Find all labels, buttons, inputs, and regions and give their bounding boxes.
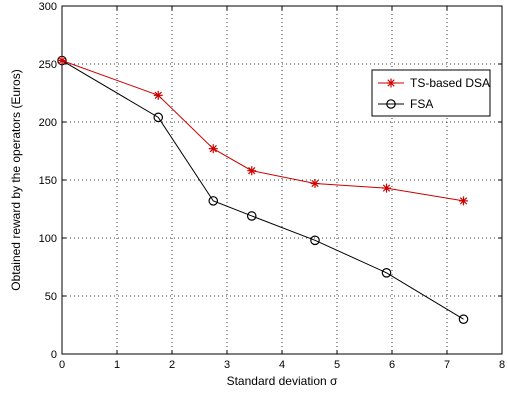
series-ts-based-dsa	[57, 56, 468, 206]
x-tick-label: 0	[59, 359, 65, 371]
x-tick-label: 7	[444, 359, 450, 371]
y-tick-label: 100	[39, 233, 57, 245]
legend: TS-based DSA FSA	[371, 69, 491, 117]
y-tick-label: 0	[51, 349, 57, 361]
data-point-star	[386, 78, 396, 88]
x-tick-label: 6	[389, 359, 395, 371]
data-point-circle	[381, 267, 392, 278]
data-point-circle	[310, 235, 320, 246]
y-tick-label: 300	[39, 1, 57, 13]
legend-label: TS-based DSA	[410, 76, 490, 90]
y-tick-label: 250	[39, 59, 57, 71]
data-point-star	[247, 166, 257, 176]
x-tick-label: 5	[334, 359, 340, 371]
legend-label: FSA	[410, 97, 433, 111]
data-point-circle	[208, 196, 219, 206]
series-layer	[57, 55, 469, 324]
legend-item-ts-based-dsa: TS-based DSA	[378, 76, 490, 90]
grid	[62, 6, 502, 354]
data-point-star	[153, 90, 163, 100]
x-axis-label: Standard deviation σ	[227, 374, 338, 388]
series-line-fsa	[61, 60, 464, 320]
data-point-circle	[153, 112, 164, 123]
data-point-circle	[246, 211, 257, 221]
data-point-star	[382, 183, 391, 193]
axes: 0 1 2 3 4 5 6 7 8 0 50 100 150 200 250 300	[39, 1, 505, 371]
x-tick-label: 4	[279, 359, 285, 371]
y-tick-label: 200	[39, 117, 57, 129]
legend-item-fsa: FSA	[378, 97, 433, 111]
data-point-star	[310, 178, 320, 188]
x-tick-label: 2	[169, 359, 175, 371]
data-point-circle	[458, 314, 469, 324]
x-tick-label: 1	[114, 359, 120, 371]
series-fsa	[57, 55, 469, 324]
data-point-star	[459, 196, 468, 206]
y-tick-label: 50	[45, 291, 57, 303]
x-tick-label: 3	[224, 359, 230, 371]
y-axis-label: Obtained reward by the operators (Euros)	[9, 69, 23, 290]
data-point-star	[57, 56, 67, 66]
y-tick-label: 150	[39, 175, 57, 187]
data-point-star	[208, 144, 218, 154]
data-point-circle	[386, 99, 396, 109]
x-tick-label: 8	[499, 359, 505, 371]
